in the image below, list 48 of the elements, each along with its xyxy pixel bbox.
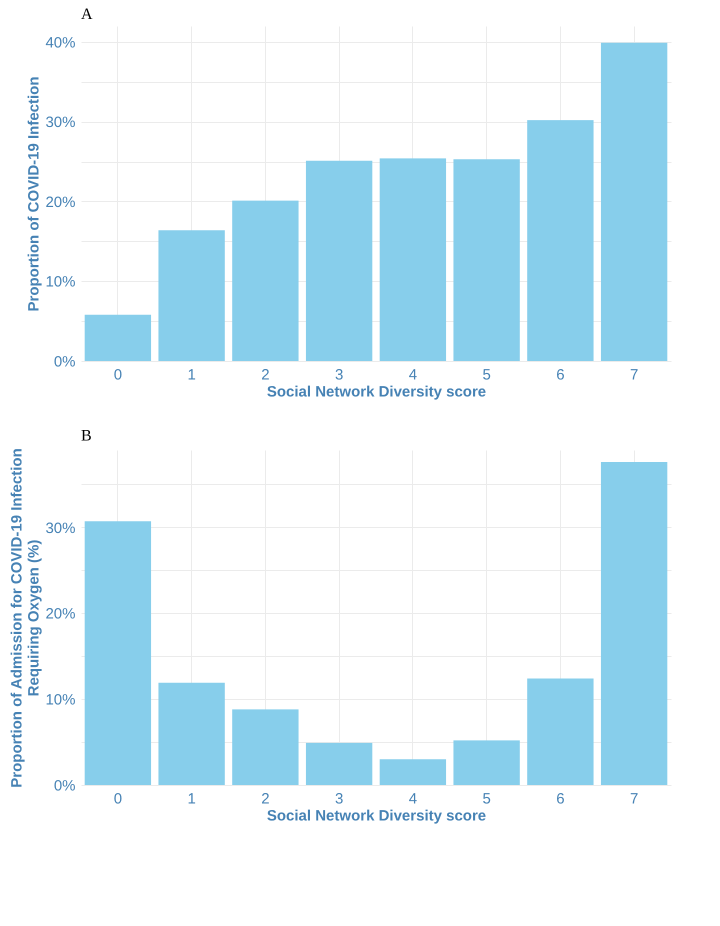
bar: [380, 759, 446, 785]
y-tick-label: 20%: [45, 606, 76, 623]
y-tick-label: 30%: [45, 114, 76, 132]
x-tick-label: 2: [261, 366, 270, 384]
y-tick-label: 10%: [45, 692, 76, 709]
x-tick-label: 6: [556, 366, 565, 384]
chart-title: A: [81, 6, 93, 23]
y-tick-label: 40%: [45, 34, 76, 52]
x-tick-label: 5: [482, 790, 491, 808]
bar: [232, 200, 299, 361]
y-axis-title: Proportion of COVID-19 Infection: [25, 76, 42, 312]
x-tick-label: 1: [187, 366, 196, 384]
bar: [84, 314, 152, 361]
x-tick-label: 5: [482, 366, 491, 384]
x-tick-label: 3: [334, 790, 344, 808]
x-axis-title: Social Network Diversity score: [266, 808, 486, 824]
y-tick-label: 20%: [45, 194, 76, 211]
x-tick-label: 3: [334, 366, 344, 384]
text: Proportion of Admission for COVID-19 Infection: [8, 448, 26, 788]
bar: [527, 120, 594, 361]
bar: [380, 158, 446, 361]
bar: [453, 159, 520, 361]
y-tick-label: 0%: [54, 354, 76, 370]
bar: [84, 521, 152, 785]
y-tick-label: 10%: [45, 274, 76, 291]
text: Requiring Oxygen (%): [25, 540, 42, 696]
x-tick-label: 1: [187, 790, 196, 808]
y-tick-label: 0%: [54, 778, 76, 794]
bar: [600, 462, 668, 785]
bar: [232, 709, 299, 785]
x-tick-label: 4: [408, 366, 418, 384]
x-tick-label: 0: [114, 790, 122, 808]
bar: [527, 678, 594, 785]
chart-title: B: [81, 428, 92, 444]
x-tick-label: 4: [408, 790, 418, 808]
x-tick-label: 7: [630, 790, 638, 808]
bar: [306, 742, 372, 785]
bar: [158, 230, 225, 361]
x-tick-label: 2: [261, 790, 270, 808]
y-tick-label: 30%: [45, 520, 76, 537]
x-tick-label: 7: [630, 366, 638, 384]
x-axis-title: Social Network Diversity score: [266, 384, 486, 400]
bar: [600, 42, 668, 361]
x-tick-label: 0: [114, 366, 122, 384]
bar: [306, 160, 372, 361]
bar: [453, 740, 520, 785]
x-tick-label: 6: [556, 790, 565, 808]
bar: [158, 682, 225, 785]
